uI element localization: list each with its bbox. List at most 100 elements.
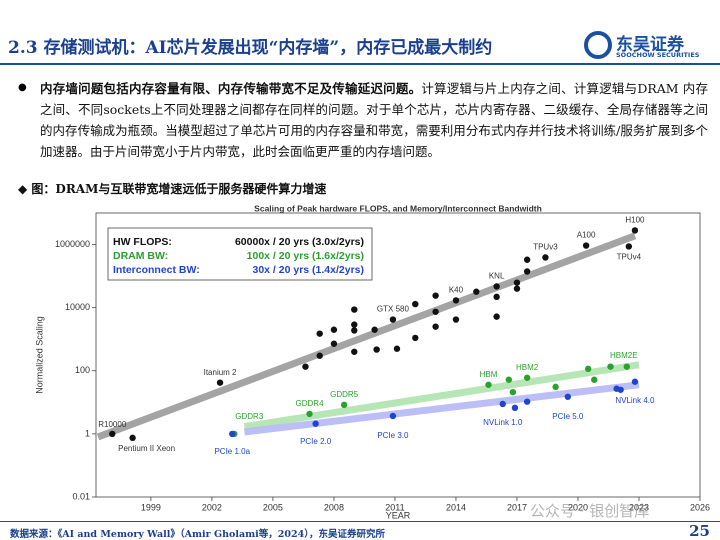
point [607,363,614,370]
point [513,279,521,286]
x-tick-label: 2002 [202,502,222,512]
point [523,268,531,275]
point [432,292,439,299]
point [473,288,480,295]
trend-line [96,232,637,441]
point [485,381,492,388]
bold-text: 内存墙问题包括内存容量有限、内存传输带宽不足及传输延迟问题。 [40,81,422,96]
point [509,388,517,396]
point [623,363,630,370]
x-tick-label: 2017 [507,502,527,512]
x-tick-label: 1999 [141,502,161,512]
y-tick-label: 100 [75,365,90,375]
legend-name: HW FLOPS: [113,236,172,248]
point [631,378,639,385]
point-label: GDDR4 [296,399,325,408]
point [505,376,513,383]
slide-title: 2.3 存储测试机：AI芯片发展出现“内存墙”，内存已成最大制约 [8,38,493,58]
point-label: R10000 [98,420,127,429]
point [302,363,309,370]
point [513,285,521,292]
point [631,227,639,234]
legend-name: Interconnect BW: [113,264,200,276]
legend-rate: 30x / 20 yrs (1.4x/2yrs) [252,264,364,276]
point-label: KNL [489,272,505,281]
point-label: PCIe 5.0 [552,412,584,421]
point [617,386,624,393]
point [389,316,397,323]
point [625,243,633,250]
point-label: GTX 580 [377,305,410,314]
logo-icon [584,31,612,59]
point-label: K40 [449,286,464,295]
y-axis-label: Normalized Scaling [34,316,44,394]
point-label: NVLink 1.0 [483,418,523,427]
point [493,283,500,290]
trend-line [244,381,640,436]
x-tick-label: 2014 [446,502,466,512]
point [312,420,319,427]
point-label: Pentium II Xeon [118,444,175,453]
x-tick-label: 2008 [324,502,344,512]
body-text: 计算逻辑与片上内存之间、计算逻辑与DRAM 内存之间、不同sockets上不同处… [40,81,708,159]
point [316,352,323,359]
point [393,345,401,352]
bullet: ● [18,82,27,93]
point [371,326,378,333]
header-rule [0,63,720,65]
point [523,398,531,405]
logo: 东吴证券 SOOCHOW SECURITIES [584,30,702,60]
y-tick-label: 10000 [65,302,90,312]
plot-frame [95,212,701,498]
point [584,365,592,373]
point [330,340,338,347]
point [351,327,358,334]
point [216,379,224,386]
point-label: Itanium 2 [204,368,237,377]
point-label: GDDR3 [235,412,264,421]
point [412,300,419,308]
point [229,430,236,438]
point-label: PCIe 1.0a [214,447,250,456]
point-label: A100 [577,231,596,240]
x-tick-label: 2026 [690,502,710,512]
point [493,293,500,301]
x-tick-label: 2005 [263,502,283,512]
point [591,376,598,383]
point [523,374,531,381]
y-tick-label: 1 [85,428,90,438]
point [542,254,549,261]
point [340,401,348,409]
footer-rule [0,521,720,522]
watermark: 公众号 · 银创智库 [530,502,650,520]
point [351,321,358,328]
x-tick-label: 2023 [629,502,649,512]
point [351,306,358,313]
point [582,242,590,249]
y-tick-label: 0.01 [72,491,90,501]
point [564,393,572,400]
point-label: H100 [625,216,645,225]
footer-source: 数据来源：《AI and Memory Wall》（Amir Gholami等，… [10,529,385,540]
legend-name: DRAM BW: [113,250,168,262]
point [452,297,460,304]
point [316,330,323,337]
x-tick-label: 2020 [568,502,588,512]
point [330,326,338,333]
point [552,383,559,391]
point [389,412,397,420]
point-label: PCIe 3.0 [377,431,409,440]
legend-box [107,227,373,281]
page-number: 25 [689,522,710,540]
paragraph: 内存墙问题包括内存容量有限、内存传输带宽不足及传输延迟问题。计算逻辑与片上内存之… [40,78,708,162]
legend-rate: 100x / 20 yrs (1.6x/2yrs) [247,250,364,262]
point-label: HBM2E [610,351,638,360]
point [452,316,460,323]
y-tick-label: 1000000 [55,239,90,249]
chart-title: Scaling of Peak hardware FLOPS, and Memo… [254,203,542,213]
point [493,313,500,320]
point [432,308,439,315]
legend-rate: 60000x / 20 yrs (3.0x/2yrs) [235,236,364,248]
